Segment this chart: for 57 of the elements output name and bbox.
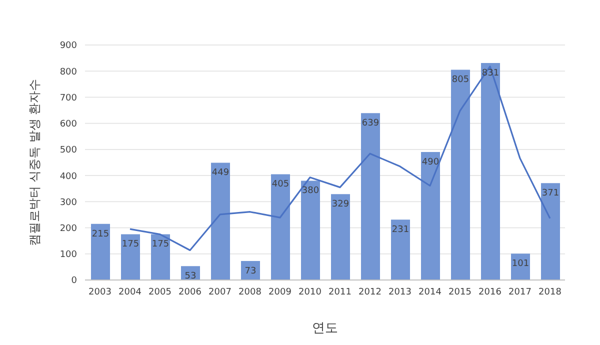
- x-tick-label: 2014: [418, 287, 442, 298]
- x-tick-label: 2017: [508, 287, 532, 298]
- y-tick-label: 900: [60, 41, 78, 52]
- data-label: 73: [244, 266, 256, 276]
- bar: [121, 234, 140, 280]
- x-tick-label: 2006: [178, 287, 202, 298]
- data-label: 405: [272, 180, 290, 190]
- data-label: 490: [422, 157, 440, 168]
- data-label: 380: [302, 186, 320, 196]
- data-label: 215: [92, 229, 110, 240]
- data-label: 101: [512, 259, 530, 270]
- bar: [211, 162, 230, 280]
- data-label: 329: [332, 199, 350, 210]
- x-tick-label: 2004: [118, 287, 142, 298]
- x-tick-label: 2003: [88, 287, 112, 298]
- data-label: 231: [392, 225, 410, 236]
- x-tick-label: 2007: [208, 287, 232, 298]
- data-label: 371: [542, 188, 560, 199]
- x-tick-label: 2016: [478, 287, 502, 298]
- y-tick-label: 600: [60, 120, 78, 130]
- x-axis-title: 연도: [312, 321, 338, 336]
- x-tick-label: 2009: [268, 287, 292, 298]
- bar: [391, 220, 410, 280]
- y-tick-label: 100: [60, 250, 78, 260]
- x-tick-label: 2015: [448, 287, 472, 298]
- bar: [421, 152, 440, 280]
- bar: [451, 70, 470, 280]
- y-axis-title: 캠필로박터 식중독 발생 환자수: [27, 78, 42, 246]
- data-label: 53: [184, 272, 196, 282]
- bar: [331, 194, 350, 280]
- bar: [301, 180, 320, 280]
- x-tick-label: 2011: [328, 287, 352, 298]
- bar: [91, 224, 110, 280]
- data-label: 805: [452, 75, 470, 86]
- y-tick-label: 0: [71, 276, 78, 286]
- data-label: 175: [152, 240, 170, 250]
- bar: [481, 63, 500, 280]
- bar: [541, 183, 560, 280]
- bar: [151, 234, 170, 280]
- y-tick-label: 800: [60, 67, 78, 78]
- data-label: 639: [362, 118, 380, 129]
- y-tick-label: 200: [60, 224, 78, 234]
- x-tick-label: 2010: [298, 287, 322, 298]
- y-tick-label: 300: [60, 198, 78, 208]
- data-label: 175: [122, 240, 140, 250]
- x-tick-label: 2005: [148, 287, 172, 298]
- x-tick-label: 2018: [538, 287, 562, 298]
- y-tick-label: 400: [60, 172, 78, 182]
- data-label: 449: [212, 168, 230, 178]
- y-tick-label: 500: [60, 146, 78, 156]
- x-tick-label: 2008: [238, 287, 262, 298]
- bar: [361, 113, 380, 280]
- data-label: 831: [482, 68, 500, 78]
- y-tick-label: 700: [60, 93, 78, 104]
- bar: [271, 174, 290, 280]
- x-tick-label: 2013: [388, 287, 412, 298]
- x-tick-label: 2012: [358, 287, 382, 298]
